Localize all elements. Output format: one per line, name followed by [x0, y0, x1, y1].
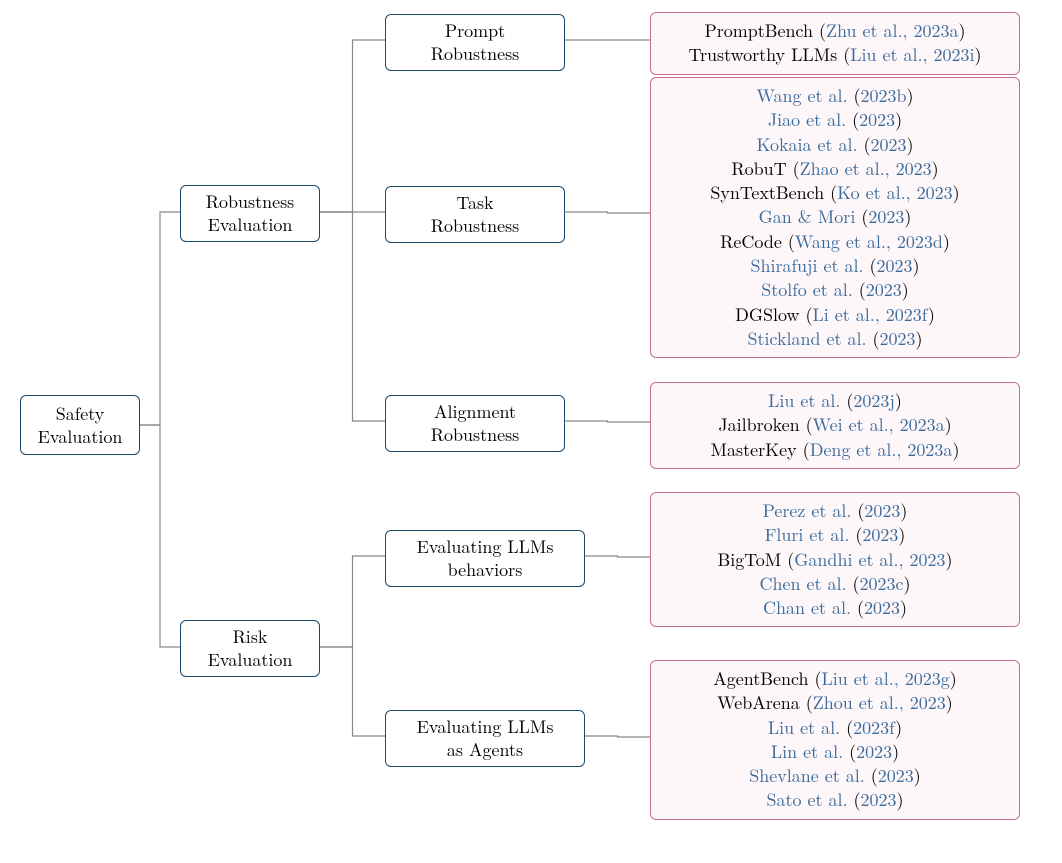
citation-line: RobuT (Zhao et al., 2023)	[731, 157, 938, 181]
citation-line: Fluri et al. (2023)	[765, 523, 906, 547]
citation-link[interactable]: Gan & Mori	[759, 204, 856, 229]
citation-line: Sato et al. (2023)	[766, 788, 903, 812]
citation-year[interactable]: 2023c	[859, 571, 903, 596]
node-prompt-robustness: Prompt Robustness	[385, 14, 565, 71]
citation-year[interactable]: 2023	[864, 498, 900, 523]
citation-link[interactable]: Wang et al., 2023d	[795, 229, 943, 254]
citation-year[interactable]: 2023	[877, 253, 913, 278]
citation-line: Chen et al. (2023c)	[759, 572, 910, 596]
citation-link[interactable]: Zhou et al., 2023	[813, 690, 946, 715]
node-prompt-line2: Robustness	[431, 42, 520, 65]
node-behav-line1: Evaluating LLMs	[417, 535, 554, 558]
citation-link[interactable]: Kokaia et al.	[756, 132, 857, 157]
node-robustness: Robustness Evaluation	[180, 185, 320, 242]
citation-link[interactable]: Sato et al.	[766, 787, 847, 812]
citation-link[interactable]: Liu et al., 2023i	[850, 42, 974, 67]
citation-link[interactable]: Stickland et al.	[747, 326, 866, 351]
citation-year[interactable]: 2023j	[853, 388, 895, 413]
node-robustness-line2: Evaluation	[208, 213, 293, 236]
node-prompt-line1: Prompt	[445, 19, 505, 42]
leaf-task-robustness: Wang et al. (2023b)Jiao et al. (2023)Kok…	[650, 77, 1020, 358]
citation-link[interactable]: Li et al., 2023f	[813, 302, 928, 327]
citation-link[interactable]: Liu et al., 2023g	[821, 666, 949, 691]
leaf-evaluating-behaviors: Perez et al. (2023)Fluri et al. (2023)Bi…	[650, 492, 1020, 627]
citation-line: Shevlane et al. (2023)	[749, 764, 921, 788]
node-align-line2: Robustness	[431, 423, 520, 446]
citation-year[interactable]: 2023f	[853, 715, 895, 740]
citation-line: Gan & Mori (2023)	[759, 205, 912, 229]
node-agents-line1: Evaluating LLMs	[417, 715, 554, 738]
node-root: Safety Evaluation	[20, 395, 140, 455]
citation-year[interactable]: 2023	[878, 763, 914, 788]
citation-line: Kokaia et al. (2023)	[756, 133, 913, 157]
citation-line: Chan et al. (2023)	[763, 596, 907, 620]
node-evaluating-agents: Evaluating LLMs as Agents	[385, 710, 585, 767]
citation-line: Jiao et al. (2023)	[768, 108, 902, 132]
node-root-line1: Safety	[56, 402, 105, 425]
citation-link[interactable]: Liu et al.	[768, 715, 840, 740]
citation-line: AgentBench (Liu et al., 2023g)	[713, 667, 957, 691]
citation-link[interactable]: Shirafuji et al.	[750, 253, 863, 278]
citation-line: Stickland et al. (2023)	[747, 327, 922, 351]
citation-year[interactable]: 2023	[859, 107, 895, 132]
node-evaluating-behaviors: Evaluating LLMs behaviors	[385, 530, 585, 587]
citation-line: Jailbroken (Wei et al., 2023a)	[718, 413, 951, 437]
citation-year[interactable]: 2023	[860, 787, 896, 812]
citation-line: Wang et al. (2023b)	[756, 84, 913, 108]
node-root-line2: Evaluation	[38, 425, 123, 448]
citation-link[interactable]: Zhao et al., 2023	[800, 156, 932, 181]
citation-link[interactable]: Liu et al.	[768, 388, 840, 413]
citation-link[interactable]: Wei et al., 2023a	[813, 412, 945, 437]
citation-link[interactable]: Gandhi et al., 2023	[794, 547, 945, 572]
leaf-alignment-robustness: Liu et al. (2023j)Jailbroken (Wei et al.…	[650, 382, 1020, 469]
citation-line: MasterKey (Deng et al., 2023a)	[711, 438, 960, 462]
node-behav-line2: behaviors	[448, 558, 523, 581]
node-alignment-robustness: Alignment Robustness	[385, 395, 565, 452]
citation-line: Stolfo et al. (2023)	[761, 278, 909, 302]
leaf-prompt-robustness: PromptBench (Zhu et al., 2023a)Trustwort…	[650, 12, 1020, 75]
citation-line: BigToM (Gandhi et al., 2023)	[718, 548, 953, 572]
citation-link[interactable]: Wang et al.	[756, 83, 847, 108]
citation-link[interactable]: Stolfo et al.	[761, 277, 853, 302]
citation-link[interactable]: Fluri et al.	[765, 522, 850, 547]
citation-link[interactable]: Deng et al., 2023a	[810, 437, 953, 462]
node-align-line1: Alignment	[434, 400, 516, 423]
citation-link[interactable]: Lin et al.	[771, 739, 843, 764]
citation-year[interactable]: 2023	[868, 204, 904, 229]
citation-link[interactable]: Jiao et al.	[768, 107, 846, 132]
citation-line: ReCode (Wang et al., 2023d)	[720, 230, 950, 254]
citation-line: PromptBench (Zhu et al., 2023a)	[704, 19, 965, 43]
citation-year[interactable]: 2023	[866, 277, 902, 302]
citation-line: SynTextBench (Ko et al., 2023)	[710, 181, 959, 205]
node-risk-line2: Evaluation	[208, 648, 293, 671]
citation-year[interactable]: 2023	[856, 739, 892, 764]
citation-line: Perez et al. (2023)	[763, 499, 908, 523]
node-task-line1: Task	[456, 191, 493, 214]
citation-link[interactable]: Zhu et al., 2023a	[826, 18, 959, 43]
citation-year[interactable]: 2023	[880, 326, 916, 351]
citation-line: Shirafuji et al. (2023)	[750, 254, 919, 278]
citation-link[interactable]: Shevlane et al.	[749, 763, 865, 788]
citation-line: Lin et al. (2023)	[771, 740, 899, 764]
node-task-line2: Robustness	[431, 214, 520, 237]
citation-link[interactable]: Chan et al.	[763, 595, 851, 620]
citation-line: Liu et al. (2023j)	[768, 389, 902, 413]
citation-link[interactable]: Ko et al., 2023	[837, 180, 953, 205]
citation-line: Trustworthy LLMs (Liu et al., 2023i)	[688, 43, 981, 67]
citation-year[interactable]: 2023	[862, 522, 898, 547]
citation-year[interactable]: 2023	[870, 132, 906, 157]
leaf-evaluating-agents: AgentBench (Liu et al., 2023g)WebArena (…	[650, 660, 1020, 820]
node-agents-line2: as Agents	[447, 738, 523, 761]
node-robustness-line1: Robustness	[206, 190, 295, 213]
citation-link[interactable]: Perez et al.	[763, 498, 852, 523]
citation-link[interactable]: Chen et al.	[759, 571, 846, 596]
citation-year[interactable]: 2023	[864, 595, 900, 620]
node-risk-line1: Risk	[233, 625, 268, 648]
citation-line: WebArena (Zhou et al., 2023)	[717, 691, 953, 715]
citation-line: Liu et al. (2023f)	[768, 716, 902, 740]
citation-line: DGSlow (Li et al., 2023f)	[735, 303, 935, 327]
citation-year[interactable]: 2023b	[860, 83, 906, 108]
node-risk: Risk Evaluation	[180, 620, 320, 677]
node-task-robustness: Task Robustness	[385, 186, 565, 243]
